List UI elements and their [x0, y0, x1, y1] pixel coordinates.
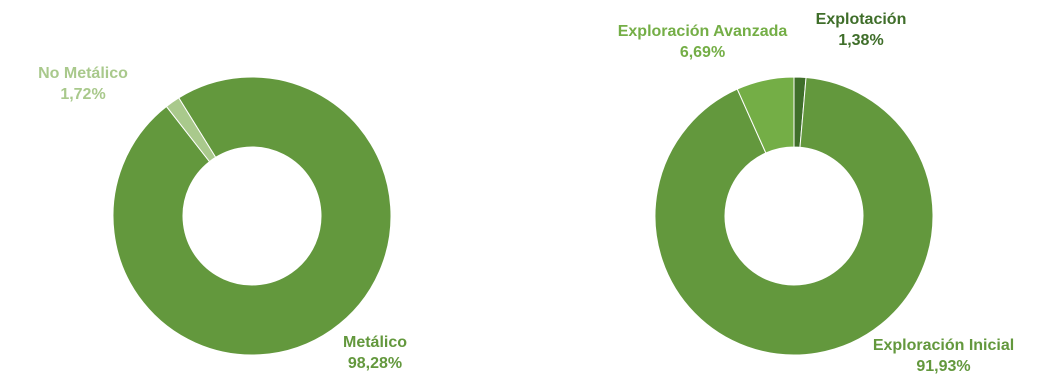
label-explotacion-percent: 1,38% [838, 32, 884, 49]
label-exploracion-avanzada-percent: 6,69% [679, 44, 726, 61]
label-exploracion-avanzada-name: Exploración Avanzada [617, 23, 788, 40]
slice-exploracion-inicial [654, 76, 934, 356]
label-metalico: Metálico 98,28% [325, 332, 425, 374]
label-exploracion-inicial: Exploración Inicial 91,93% [856, 335, 1031, 377]
label-metalico-name: Metálico [342, 334, 407, 351]
slice-exploracion-avanzada [736, 76, 795, 154]
label-no-metalico: No Metálico 1,72% [28, 63, 138, 105]
label-explotacion: Explotación 1,38% [806, 9, 916, 51]
label-exploracion-avanzada: Exploración Avanzada 6,69% [600, 21, 805, 63]
label-no-metalico-percent: 1,72% [60, 86, 106, 103]
label-exploracion-inicial-percent: 91,93% [916, 358, 971, 375]
label-metalico-percent: 98,28% [347, 355, 403, 372]
label-exploracion-inicial-name: Exploración Inicial [872, 337, 1015, 354]
donut-chart-mineral-type [112, 76, 392, 356]
label-explotacion-name: Explotación [815, 11, 907, 28]
donut-chart-project-stage [654, 76, 934, 356]
label-no-metalico-name: No Metálico [38, 65, 128, 82]
slice-metalico [112, 76, 392, 356]
slice-no-metalico [165, 97, 217, 163]
